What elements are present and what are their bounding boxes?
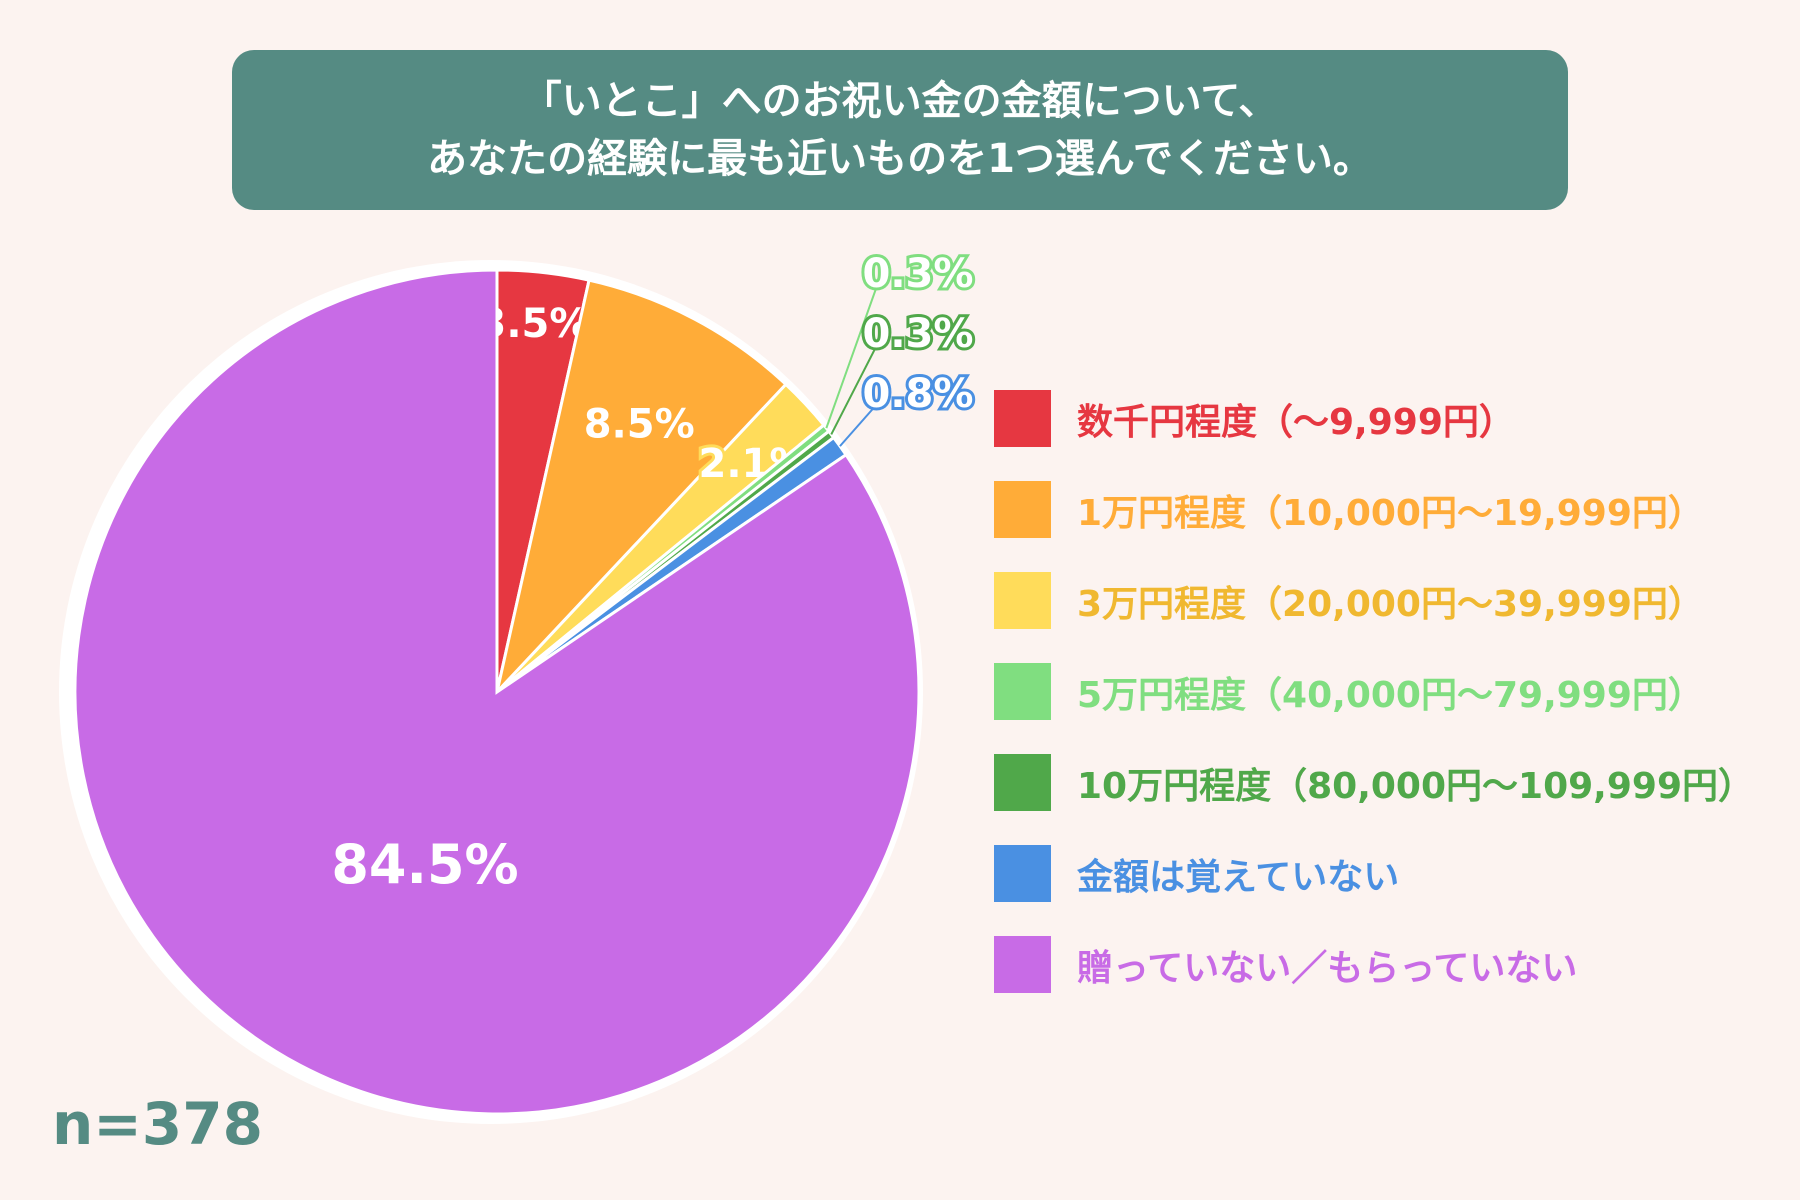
chart-title: 「いとこ」へのお祝い金の金額について、 あなたの経験に最も近いものを1つ選んでく… — [232, 50, 1568, 210]
sample-size: n=378 — [52, 1090, 263, 1158]
legend-item: 10万円程度（80,000円～109,999円） — [994, 754, 1754, 811]
leader-line — [839, 402, 879, 447]
pie-slice — [73, 268, 921, 1116]
data-label: 0.3% — [863, 311, 974, 357]
legend-label: 3万円程度（20,000円～39,999円） — [1077, 583, 1704, 625]
leader-line — [825, 282, 879, 429]
data-label: 0.8% — [863, 371, 974, 417]
legend-swatch — [994, 481, 1051, 538]
pie-slice — [494, 278, 788, 698]
legend-label: 数千円程度（～9,999円） — [1077, 401, 1515, 443]
legend-label: 10万円程度（80,000円～109,999円） — [1077, 765, 1754, 807]
legend-swatch — [994, 754, 1051, 811]
data-label: 0.3% — [863, 251, 974, 297]
legend-label: 贈っていない／もらっていない — [1077, 947, 1578, 989]
legend-label: 金額は覚えていない — [1077, 856, 1400, 898]
legend-item: 3万円程度（20,000円～39,999円） — [994, 572, 1754, 629]
legend-swatch — [994, 845, 1051, 902]
legend-item: 贈っていない／もらっていない — [994, 936, 1754, 993]
legend-swatch — [994, 572, 1051, 629]
legend-swatch — [994, 390, 1051, 447]
legend-label: 1万円程度（10,000円～19,999円） — [1077, 492, 1704, 534]
legend-item: 1万円程度（10,000円～19,999円） — [994, 481, 1754, 538]
data-label: 8.5% — [584, 401, 695, 447]
legend-swatch — [994, 936, 1051, 993]
legend-item: 数千円程度（～9,999円） — [994, 390, 1754, 447]
legend-item: 金額は覚えていない — [994, 845, 1754, 902]
title-line-1: 「いとこ」へのお祝い金の金額について、 — [521, 78, 1279, 124]
leader-line — [830, 342, 879, 435]
data-label: 84.5% — [331, 833, 518, 896]
title-line-2: あなたの経験に最も近いものを1つ選んでください。 — [427, 136, 1373, 182]
legend-swatch — [994, 663, 1051, 720]
legend-label: 5万円程度（40,000円～79,999円） — [1077, 674, 1704, 716]
legend: 数千円程度（～9,999円） 1万円程度（10,000円～19,999円） 3万円程… — [994, 390, 1754, 1027]
legend-item: 5万円程度（40,000円～79,999円） — [994, 663, 1754, 720]
